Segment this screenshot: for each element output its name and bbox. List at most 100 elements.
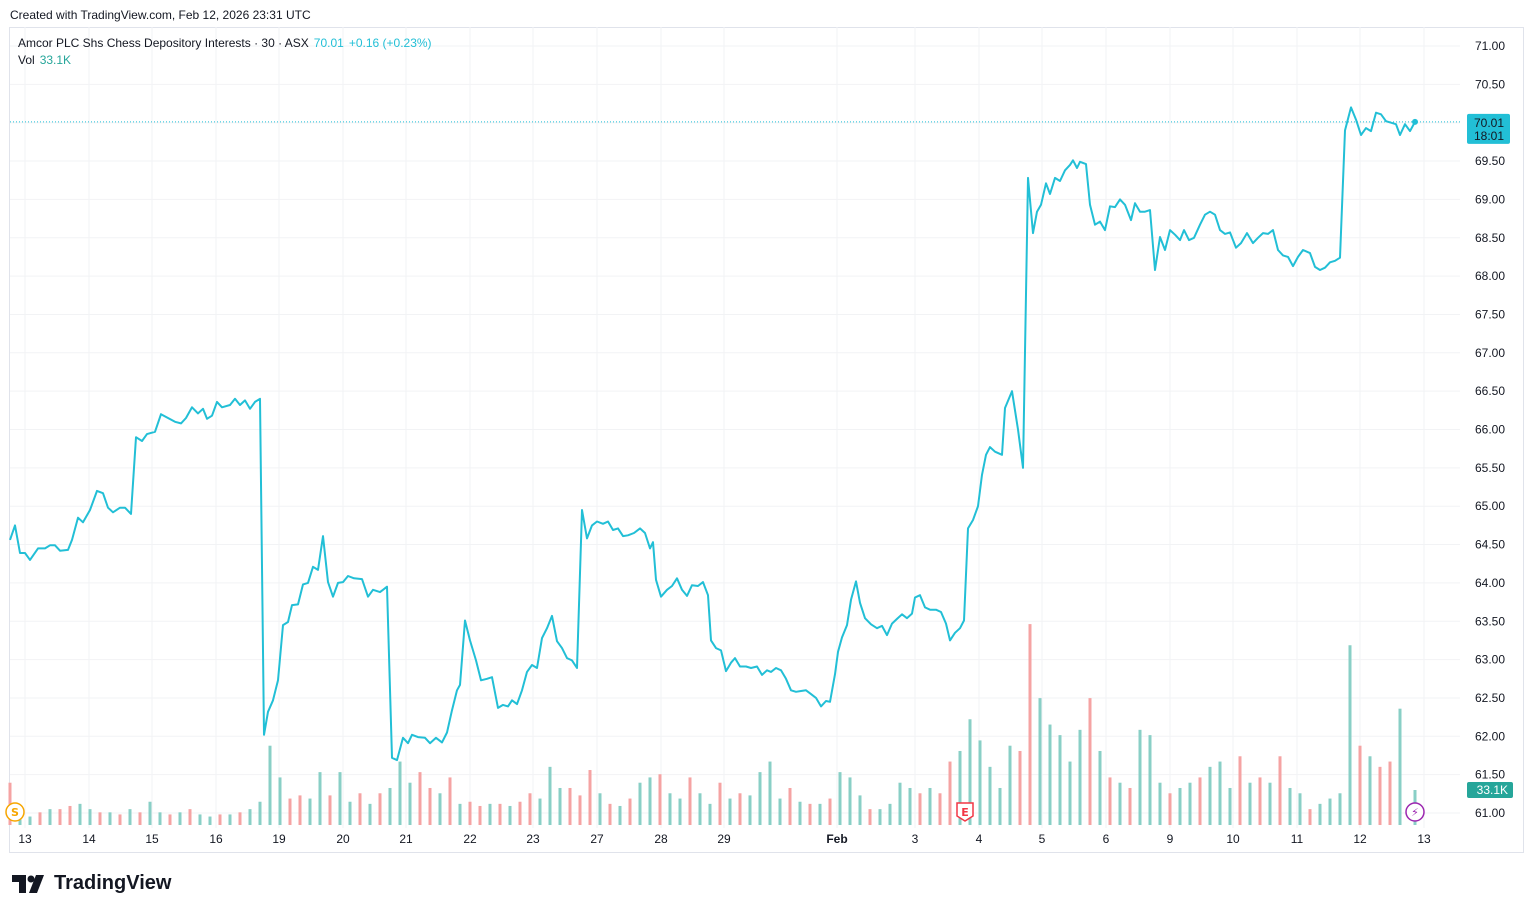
volume-bar xyxy=(178,812,182,825)
volume-bar xyxy=(128,809,132,825)
volume-bar xyxy=(378,793,382,825)
x-tick-label: 16 xyxy=(209,832,223,846)
y-tick-label: 64.00 xyxy=(1475,576,1505,590)
volume-value: 33.1K xyxy=(39,53,72,67)
y-tick-label: 65.50 xyxy=(1475,461,1505,475)
volume-bar xyxy=(638,782,642,825)
volume-bar xyxy=(1198,777,1202,825)
price-series-line xyxy=(9,106,1416,762)
y-tick-label: 66.00 xyxy=(1475,423,1505,437)
volume-bar xyxy=(418,772,422,825)
volume-bar xyxy=(958,750,962,825)
volume-bar xyxy=(478,805,482,825)
volume-bar xyxy=(928,787,932,825)
volume-bar xyxy=(258,801,262,825)
volume-bar xyxy=(1278,756,1282,825)
volume-bar xyxy=(428,787,432,825)
volume-bar xyxy=(518,801,522,825)
volume-bar xyxy=(1388,761,1392,825)
volume-bar xyxy=(318,772,322,825)
y-tick-label: 63.00 xyxy=(1475,653,1505,667)
volume-bar xyxy=(778,798,782,825)
volume-bar xyxy=(548,766,552,825)
volume-bar xyxy=(918,793,922,825)
volume-bar xyxy=(618,805,622,825)
volume-bar xyxy=(1188,782,1192,825)
x-tick-label: 27 xyxy=(590,832,604,846)
volume-bar xyxy=(698,793,702,825)
volume-bar xyxy=(328,795,332,825)
dividend-icon xyxy=(5,802,25,822)
lightning-icon-glyph: ⚡ xyxy=(1411,806,1419,819)
volume-bar xyxy=(1268,782,1272,825)
volume-bar xyxy=(168,814,172,825)
chart-legend: Amcor PLC Shs Chess Depository Interests… xyxy=(18,35,432,69)
volume-bar xyxy=(1168,793,1172,825)
volume-bar xyxy=(158,812,162,825)
created-with-caption: Created with TradingView.com, Feb 12, 20… xyxy=(10,8,311,22)
volume-bar xyxy=(898,782,902,825)
volume-bar xyxy=(968,719,972,825)
dividend-icon-glyph: S xyxy=(11,806,19,819)
volume-bar xyxy=(1298,793,1302,825)
y-tick-label: 62.50 xyxy=(1475,691,1505,705)
volume-bar xyxy=(758,772,762,825)
volume-bar xyxy=(978,740,982,825)
volume-bar xyxy=(308,798,312,825)
volume-bar xyxy=(48,809,52,825)
volume-bar xyxy=(208,816,212,825)
volume-bar xyxy=(298,795,302,825)
volume-bar xyxy=(118,814,122,825)
volume-bar xyxy=(68,805,72,825)
volume-bar xyxy=(1178,787,1182,825)
volume-bar xyxy=(1118,782,1122,825)
x-tick-label: 13 xyxy=(1417,832,1431,846)
volume-bar xyxy=(1348,645,1352,825)
y-tick-label: 64.50 xyxy=(1475,538,1505,552)
y-tick-label: 61.50 xyxy=(1475,768,1505,782)
symbol-title[interactable]: Amcor PLC Shs Chess Depository Interests… xyxy=(18,36,309,50)
volume-bar xyxy=(348,801,352,825)
volume-bar xyxy=(488,803,492,825)
volume-bar xyxy=(908,787,912,825)
volume-bar xyxy=(1028,624,1032,825)
volume-bar xyxy=(278,777,282,825)
volume-bar xyxy=(718,782,722,825)
volume-bar xyxy=(1108,777,1112,825)
price-badge-countdown: 18:01 xyxy=(1474,129,1504,143)
volume-bar xyxy=(248,809,252,825)
volume-bar xyxy=(288,798,292,825)
chart-frame xyxy=(9,27,1524,853)
volume-bar xyxy=(108,812,112,825)
volume-bar xyxy=(218,814,222,825)
x-tick-label: 15 xyxy=(145,832,159,846)
volume-badge xyxy=(1467,782,1513,798)
tradingview-logo[interactable]: TradingView xyxy=(12,872,171,895)
y-tick-label: 71.00 xyxy=(1475,39,1505,53)
volume-bar xyxy=(1208,766,1212,825)
volume-bar xyxy=(1068,761,1072,825)
x-tick-label: 10 xyxy=(1226,832,1240,846)
volume-bar xyxy=(28,816,32,825)
volume-bar xyxy=(268,745,272,825)
volume-bar xyxy=(1238,756,1242,825)
volume-bar xyxy=(808,803,812,825)
x-tick-label: 3 xyxy=(912,832,919,846)
y-tick-label: 62.00 xyxy=(1475,729,1505,743)
volume-bar xyxy=(748,795,752,825)
volume-label[interactable]: Vol xyxy=(18,53,35,67)
logo-text: TradingView xyxy=(54,872,172,894)
volume-bar xyxy=(1138,729,1142,825)
volume-bar xyxy=(1038,698,1042,825)
volume-bar xyxy=(608,803,612,825)
volume-bar xyxy=(798,801,802,825)
earnings-icon xyxy=(956,802,974,822)
lightning-icon xyxy=(1405,802,1425,822)
x-tick-label: 19 xyxy=(272,832,286,846)
y-tick-label: 67.50 xyxy=(1475,307,1505,321)
volume-row: Vol 33.1K xyxy=(18,52,432,69)
y-tick-label: 65.00 xyxy=(1475,499,1505,513)
volume-bar xyxy=(678,798,682,825)
volume-bar xyxy=(878,809,882,825)
